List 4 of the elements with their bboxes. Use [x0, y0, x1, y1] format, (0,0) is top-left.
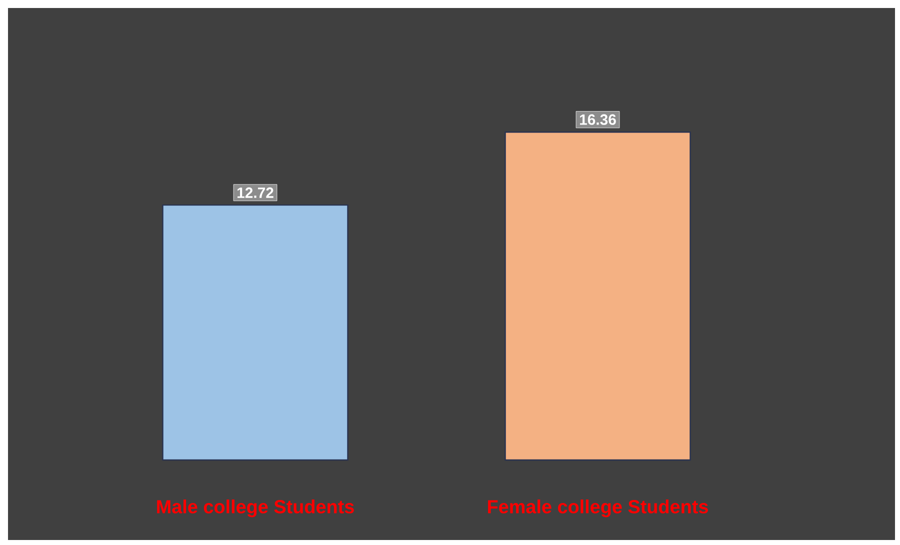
- x-tick-label: Female college Students: [488, 500, 708, 518]
- data-label: 12.72: [238, 187, 274, 198]
- data-label: 16.36: [580, 114, 616, 125]
- x-tick-label: Male college Students: [157, 500, 354, 518]
